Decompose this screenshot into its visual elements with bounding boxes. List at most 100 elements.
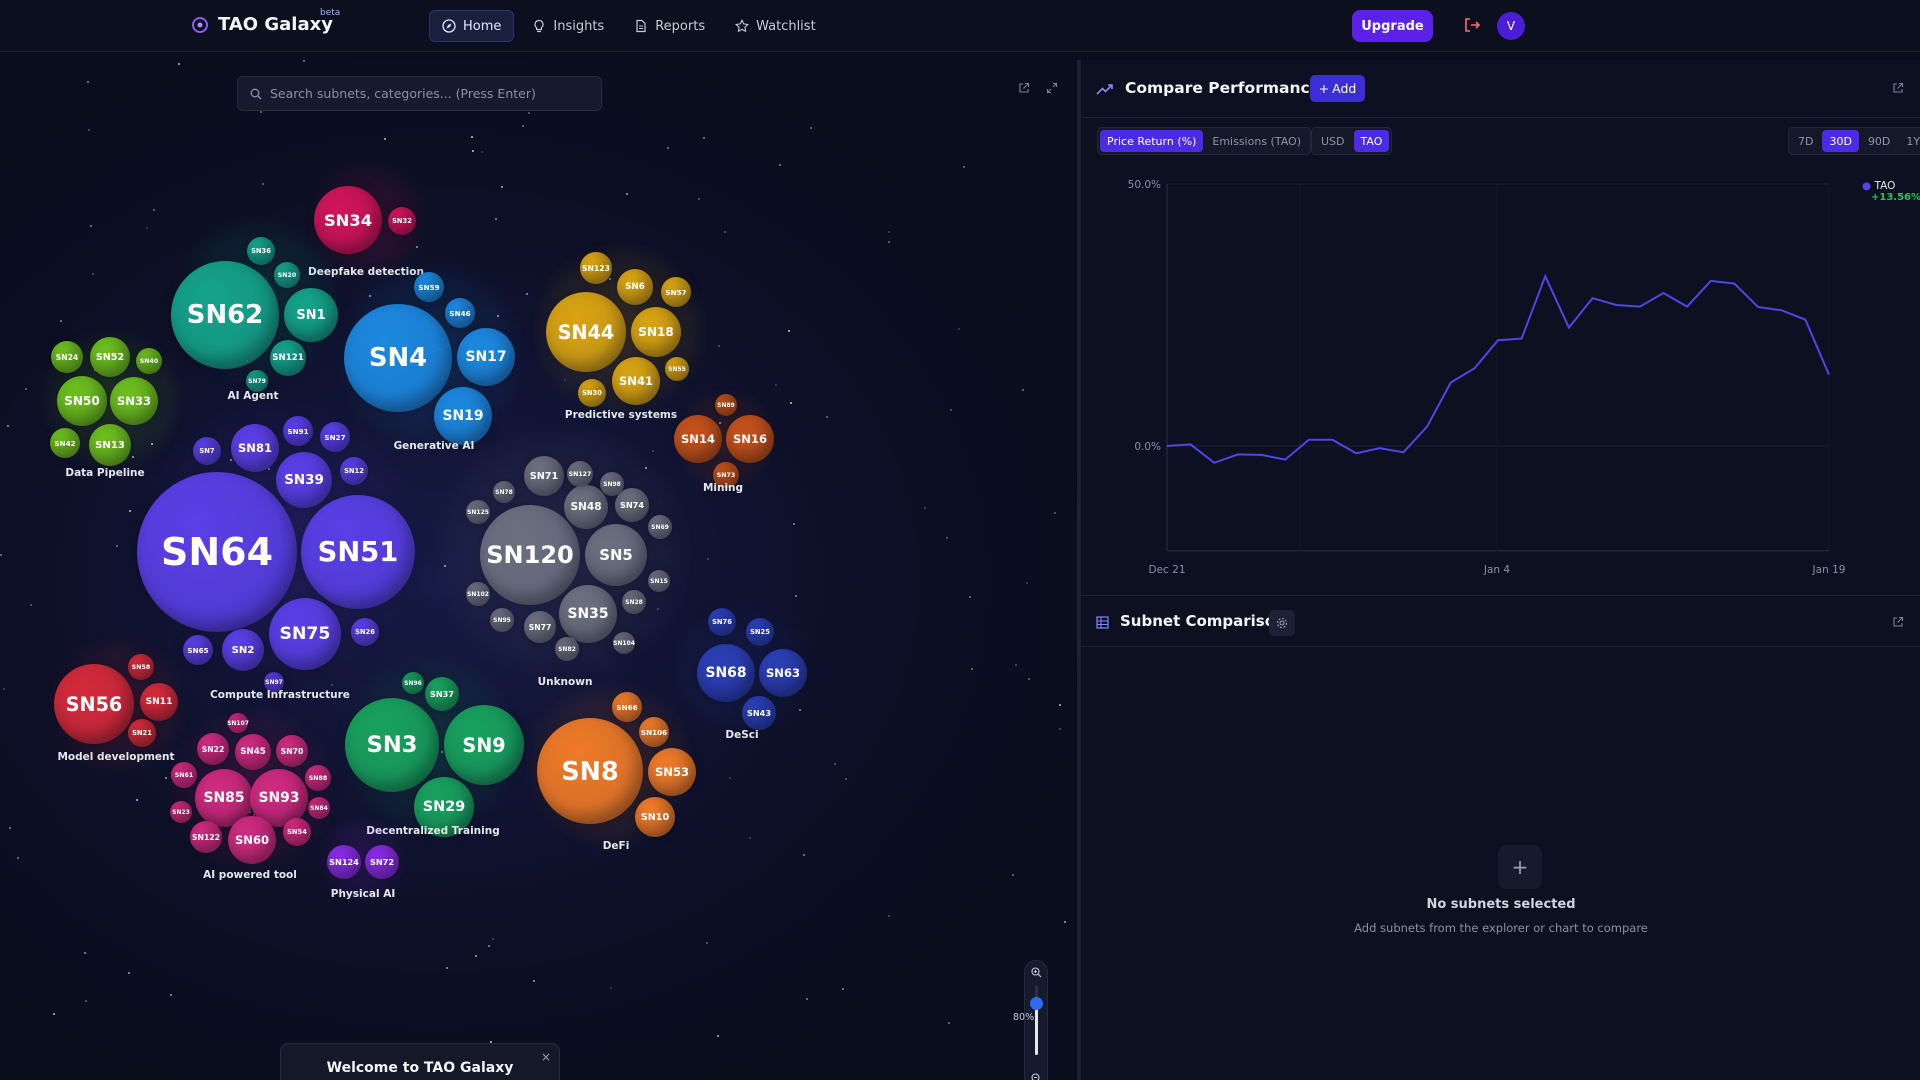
subnet-bubble[interactable]: SN40 <box>136 348 162 374</box>
metric-emissions[interactable]: Emissions (TAO) <box>1212 134 1301 148</box>
subnet-bubble[interactable]: SN35 <box>559 585 617 643</box>
subnet-bubble[interactable]: SN107 <box>227 713 249 733</box>
logout-icon[interactable] <box>1462 15 1482 35</box>
subnet-bubble[interactable]: SN20 <box>274 262 300 288</box>
search-input[interactable]: Search subnets, categories... (Press Ent… <box>270 86 536 101</box>
subnet-bubble[interactable]: SN64 <box>137 472 297 632</box>
subnet-bubble[interactable]: SN69 <box>648 515 672 539</box>
subnet-bubble[interactable]: SN15 <box>648 570 670 592</box>
zoom-in-icon[interactable] <box>1031 967 1042 978</box>
nav-watchlist[interactable]: Watchlist <box>723 10 828 42</box>
subnet-bubble[interactable]: SN79 <box>246 370 268 392</box>
subnet-bubble[interactable]: SN59 <box>414 272 444 302</box>
subnet-bubble[interactable]: SN48 <box>564 485 608 529</box>
subnet-bubble[interactable]: SN10 <box>635 797 675 837</box>
subnet-bubble[interactable]: SN56 <box>54 664 134 744</box>
subnet-bubble[interactable]: SN62 <box>171 261 279 369</box>
subnet-bubble[interactable]: SN37 <box>425 677 459 711</box>
subnet-bubble[interactable]: SN54 <box>283 818 311 846</box>
subnet-bubble[interactable]: SN81 <box>231 424 279 472</box>
subnet-bubble[interactable]: SN7 <box>193 437 221 465</box>
user-avatar[interactable]: V <box>1497 12 1525 40</box>
search-bar[interactable]: Search subnets, categories... (Press Ent… <box>237 76 602 111</box>
nav-reports[interactable]: Reports <box>622 10 717 42</box>
subnet-bubble[interactable]: SN17 <box>457 328 515 386</box>
subnet-bubble[interactable]: SN91 <box>283 416 313 446</box>
upgrade-button[interactable]: Upgrade <box>1352 10 1433 42</box>
nav-home[interactable]: Home <box>429 10 515 42</box>
subnet-bubble[interactable]: SN32 <box>388 207 416 235</box>
cluster-label[interactable]: DeFi <box>602 840 630 852</box>
subnet-bubble[interactable]: SN96 <box>402 672 424 694</box>
subnet-bubble[interactable]: SN46 <box>445 298 475 328</box>
subnet-bubble[interactable]: SN60 <box>228 816 276 864</box>
cluster-label[interactable]: Predictive systems <box>564 409 678 421</box>
subnet-bubble[interactable]: SN14 <box>674 415 722 463</box>
subnet-bubble[interactable]: SN13 <box>89 424 131 466</box>
subnet-bubble[interactable]: SN65 <box>183 635 213 665</box>
cluster-label[interactable]: Unknown <box>537 676 593 688</box>
app-logo[interactable]: TAO Galaxy beta <box>190 8 340 35</box>
subnet-bubble[interactable]: SN123 <box>580 252 612 284</box>
subnet-bubble[interactable]: SN97 <box>264 672 284 692</box>
cluster-label[interactable]: Model development <box>57 751 175 763</box>
subnet-bubble[interactable]: SN72 <box>365 845 399 879</box>
subnet-bubble[interactable]: SN2 <box>222 629 264 671</box>
subnet-bubble[interactable]: SN68 <box>697 644 755 702</box>
subnet-bubble[interactable]: SN104 <box>613 632 635 654</box>
subnet-bubble[interactable]: SN53 <box>648 748 696 796</box>
subnet-bubble[interactable]: SN121 <box>270 340 306 376</box>
subnet-bubble[interactable]: SN106 <box>639 717 669 747</box>
subnet-bubble[interactable]: SN30 <box>578 379 606 407</box>
galaxy-canvas[interactable]: SN34 SN32 Deepfake detection SN62 SN1 SN36 SN2… <box>0 60 1075 1080</box>
subnet-bubble[interactable]: SN19 <box>434 387 492 445</box>
subnet-bubble[interactable]: SN122 <box>190 821 222 853</box>
subnet-bubble[interactable]: SN82 <box>555 637 579 661</box>
unit-usd[interactable]: USD <box>1321 134 1345 148</box>
nav-insights[interactable]: Insights <box>520 10 616 42</box>
fullscreen-button[interactable] <box>1042 78 1062 98</box>
performance-chart[interactable]: 50.0% 0.0% Dec 21 Jan 4 Jan 19 <box>1082 175 1920 655</box>
subnet-bubble[interactable]: SN124 <box>327 845 361 879</box>
cluster-label[interactable]: Physical AI <box>330 888 396 900</box>
cluster-label[interactable]: AI Agent <box>227 390 279 402</box>
subnet-bubble[interactable]: SN43 <box>742 696 776 730</box>
subnet-bubble[interactable]: SN73 <box>713 462 739 488</box>
subnet-bubble[interactable]: SN41 <box>612 357 660 405</box>
external-link-icon[interactable] <box>1892 82 1904 94</box>
add-subnet-button[interactable]: + <box>1498 845 1542 889</box>
subnet-bubble[interactable]: SN61 <box>171 762 197 788</box>
zoom-slider-thumb[interactable] <box>1030 996 1043 1010</box>
subnet-bubble[interactable]: SN66 <box>612 692 642 722</box>
subnet-bubble[interactable]: SN50 <box>57 376 107 426</box>
subnet-bubble[interactable]: SN102 <box>466 582 490 606</box>
subnet-bubble[interactable]: SN42 <box>50 428 80 458</box>
subnet-bubble[interactable]: SN9 <box>444 705 524 785</box>
cluster-label[interactable]: DeSci <box>725 729 759 741</box>
subnet-bubble[interactable]: SN71 <box>524 456 564 496</box>
subnet-bubble[interactable]: SN26 <box>351 618 379 646</box>
subnet-bubble[interactable]: SN25 <box>746 618 774 646</box>
subnet-bubble[interactable]: SN88 <box>305 765 331 791</box>
subnet-bubble[interactable]: SN89 <box>715 394 737 416</box>
subnet-bubble[interactable]: SN77 <box>524 611 556 643</box>
cluster-label[interactable]: Decentralized Training <box>366 825 500 837</box>
subnet-bubble[interactable]: SN63 <box>759 649 807 697</box>
zoom-out-icon[interactable] <box>1031 1073 1042 1080</box>
subnet-bubble[interactable]: SN78 <box>493 481 515 503</box>
subnet-bubble[interactable]: SN44 <box>546 292 626 372</box>
subnet-bubble[interactable]: SN3 <box>345 698 439 792</box>
zoom-track[interactable] <box>1030 985 1043 1055</box>
subnet-bubble[interactable]: SN22 <box>197 733 229 765</box>
subnet-bubble[interactable]: SN57 <box>661 277 691 307</box>
cluster-label[interactable]: AI powered tool <box>203 869 297 881</box>
subnet-bubble[interactable]: SN70 <box>276 735 308 767</box>
subnet-bubble[interactable]: SN58 <box>128 654 154 680</box>
subnet-bubble[interactable]: SN34 <box>314 186 382 254</box>
welcome-close-button[interactable]: × <box>540 1050 551 1064</box>
subnet-bubble[interactable]: SN120 <box>480 505 580 605</box>
range-90d[interactable]: 90D <box>1867 134 1891 148</box>
range-7d[interactable]: 7D <box>1798 134 1814 148</box>
subnet-bubble[interactable]: SN52 <box>90 337 130 377</box>
cluster-label[interactable]: Deepfake detection <box>308 266 424 278</box>
